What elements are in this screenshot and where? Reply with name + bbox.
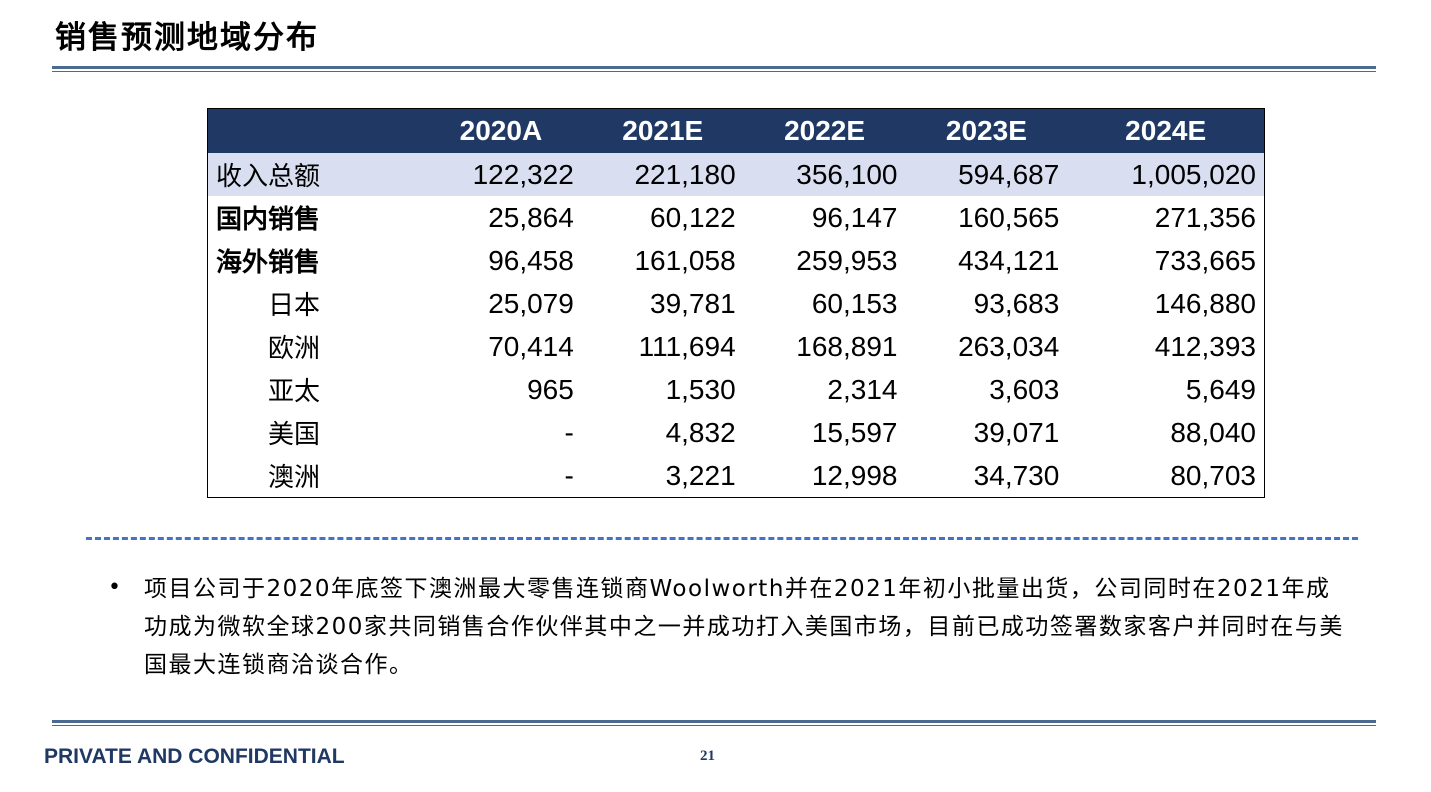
table-cell: 88,040 (1170, 416, 1256, 448)
table-cell: 356,100 (796, 158, 898, 190)
row-label: 日本 (268, 291, 321, 321)
row-label: 海外销售 (216, 248, 321, 278)
table-cell: 733,665 (1154, 244, 1256, 276)
table-cell: 60,153 (811, 287, 898, 319)
row-label: 美国 (268, 420, 321, 450)
table-cell: 271,356 (1154, 201, 1256, 233)
table-cell: 93,683 (973, 287, 1060, 319)
table-cell: 3,603 (989, 373, 1060, 405)
column-header: 2021E (622, 115, 704, 146)
row-label: 收入总额 (216, 162, 321, 192)
table-row-domestic-sales: 国内销售 25,864 60,122 96,147 160,565 271,35… (208, 196, 1265, 239)
table-cell: - (564, 459, 574, 491)
table-cell: 15,597 (811, 416, 898, 448)
table-cell: 25,864 (488, 201, 574, 233)
table-cell: 39,071 (973, 416, 1060, 448)
table-row-usa: 美国 - 4,832 15,597 39,071 88,040 (208, 411, 1265, 454)
table-cell: 221,180 (634, 158, 736, 190)
page-number: 21 (700, 748, 715, 764)
table-cell: 3,221 (665, 459, 736, 491)
column-header: 2020A (459, 115, 543, 146)
header-corner-cell (208, 109, 421, 154)
dashed-divider (86, 537, 1358, 540)
sales-forecast-table: 2020A 2021E 2022E 2023E 2024E 收入总额 122,3… (207, 108, 1265, 498)
table-cell: 96,147 (811, 201, 898, 233)
table-cell: 168,891 (796, 330, 898, 362)
table-cell: 70,414 (488, 330, 574, 362)
row-label: 亚太 (268, 377, 321, 407)
page-title: 销售预测地域分布 (55, 20, 319, 56)
confidential-label: PRIVATE AND CONFIDENTIAL (44, 745, 345, 768)
table-cell: 160,565 (958, 201, 1060, 233)
table-cell: 111,694 (638, 330, 736, 362)
table-cell: 146,880 (1154, 287, 1256, 319)
table-cell: 39,781 (650, 287, 736, 319)
table-cell: 25,079 (488, 287, 574, 319)
table-cell: 161,058 (634, 244, 736, 276)
table-cell: 263,034 (958, 330, 1060, 362)
table-cell: 1,530 (665, 373, 736, 405)
table-cell: 412,393 (1154, 330, 1256, 362)
column-header: 2023E (945, 115, 1027, 146)
footer-divider (52, 720, 1376, 726)
column-header: 2024E (1125, 115, 1207, 146)
table-cell: - (564, 416, 574, 448)
table-cell: 80,703 (1170, 459, 1256, 491)
table-row-europe: 欧洲 70,414 111,694 168,891 263,034 412,39… (208, 325, 1265, 368)
table-cell: 2,314 (827, 373, 898, 405)
table-cell: 259,953 (796, 244, 898, 276)
table-row-overseas-sales: 海外销售 96,458 161,058 259,953 434,121 733,… (208, 239, 1265, 282)
header-divider (52, 66, 1376, 72)
column-header: 2022E (784, 115, 866, 146)
bullet-paragraph: 项目公司于2020年底签下澳洲最大零售连锁商Woolworth并在2021年初小… (144, 576, 1344, 678)
table-row-asia-pacific: 亚太 965 1,530 2,314 3,603 5,649 (208, 368, 1265, 411)
table-cell: 5,649 (1185, 373, 1256, 405)
table-row-japan: 日本 25,079 39,781 60,153 93,683 146,880 (208, 282, 1265, 325)
table-header-row: 2020A 2021E 2022E 2023E 2024E (207, 108, 1265, 154)
table-cell: 60,122 (650, 201, 736, 233)
table-cell: 434,121 (958, 244, 1060, 276)
table-cell: 34,730 (973, 459, 1060, 491)
table-row-australia: 澳洲 - 3,221 12,998 34,730 80,703 (208, 454, 1265, 498)
table-row-total-revenue: 收入总额 122,322 221,180 356,100 594,687 1,0… (207, 153, 1265, 196)
table-cell: 12,998 (811, 459, 898, 491)
table-cell: 594,687 (958, 158, 1060, 190)
bullet-marker: • (108, 575, 121, 600)
table-cell: 96,458 (488, 244, 574, 276)
table-cell: 965 (527, 373, 574, 405)
row-label: 澳洲 (268, 463, 321, 493)
table-cell: 122,322 (472, 158, 574, 190)
table-cell: 4,832 (665, 416, 736, 448)
row-label: 欧洲 (268, 334, 321, 364)
row-label: 国内销售 (216, 205, 321, 235)
table-cell: 1,005,020 (1131, 158, 1256, 190)
